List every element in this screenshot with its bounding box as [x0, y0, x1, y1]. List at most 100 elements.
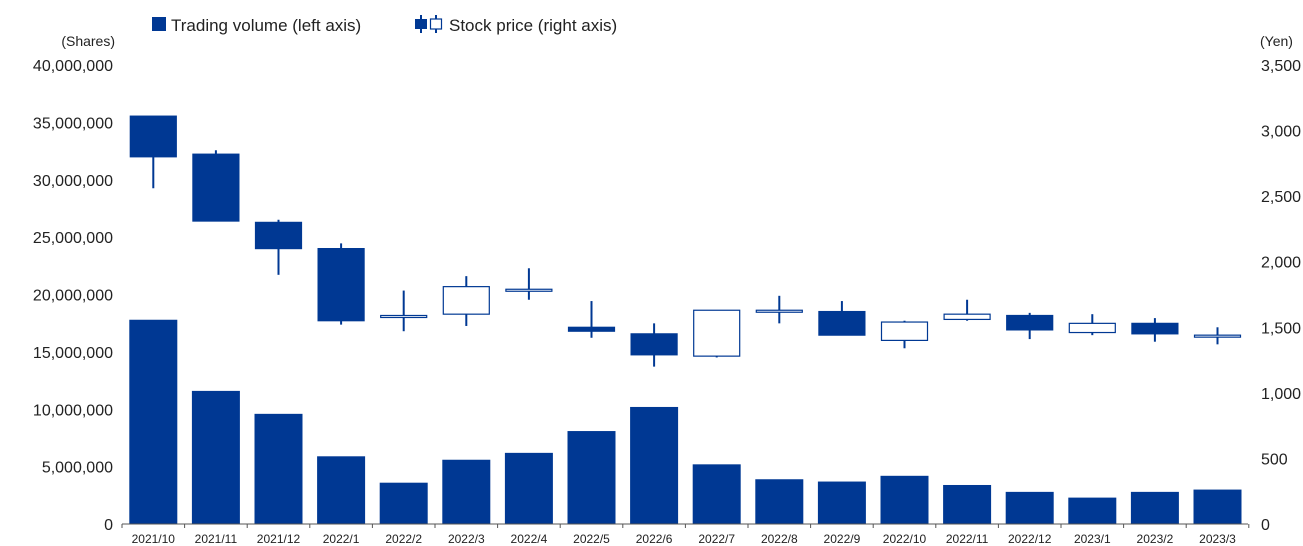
x-axis-tick-label: 2022/5 [573, 532, 610, 546]
x-axis-tick-label: 2022/8 [761, 532, 798, 546]
x-axis-tick-label: 2021/12 [257, 532, 301, 546]
left-axis-tick-label: 30,000,000 [33, 173, 113, 190]
volume-bar [567, 431, 616, 524]
price-candle [1131, 318, 1179, 342]
price-candle [818, 301, 866, 336]
price-candle [129, 115, 177, 189]
volume-bar [504, 452, 553, 524]
x-axis-tick-label: 2022/9 [824, 532, 861, 546]
left-axis-tick-label: 40,000,000 [33, 58, 113, 75]
price-candle [1006, 312, 1054, 340]
left-axis-ticks: 0 5,000,000 10,000,000 15,000,000 20,000,000… [33, 58, 113, 534]
candle-body-up [880, 321, 929, 342]
volume-bar [943, 484, 992, 524]
volume-bar [191, 390, 240, 524]
candle-body-down [192, 153, 240, 222]
x-axis-tick-label: 2022/4 [511, 532, 548, 546]
x-axis-tick-label: 2023/2 [1137, 532, 1174, 546]
volume-bar [379, 482, 428, 524]
candle-body-up [442, 286, 490, 315]
legend-price-label: Stock price (right axis) [449, 16, 617, 35]
left-axis-tick-label: 15,000,000 [33, 345, 113, 362]
candle-body-up [693, 309, 741, 357]
volume-bar [254, 413, 303, 524]
x-axis-tick-label: 2023/3 [1199, 532, 1236, 546]
x-axis-tick-label: 2022/11 [946, 532, 989, 546]
left-axis-tick-label: 10,000,000 [33, 402, 113, 419]
right-axis-tick-label: 3,000 [1261, 124, 1301, 141]
right-axis-unit: (Yen) [1260, 33, 1293, 49]
price-candles [129, 115, 1242, 367]
price-candle [192, 150, 240, 222]
candle-body-down [1131, 322, 1179, 335]
left-axis-tick-label: 25,000,000 [33, 230, 113, 247]
x-axis-tick-label: 2022/3 [448, 532, 485, 546]
candle-body-up [1193, 334, 1242, 338]
left-axis-tick-label: 20,000,000 [33, 288, 113, 305]
x-axis-tick-label: 2023/1 [1074, 532, 1111, 546]
price-candle [317, 243, 365, 325]
price-candle [755, 295, 803, 324]
x-axis-tick-label: 2021/11 [195, 532, 238, 546]
candle-body-down [1006, 314, 1054, 331]
price-candle [442, 276, 490, 326]
volume-bar [442, 459, 491, 524]
price-candle [380, 290, 428, 332]
price-candle [880, 320, 929, 349]
x-axis-tick-label: 2022/2 [385, 532, 422, 546]
x-axis-tick-label: 2022/7 [698, 532, 735, 546]
right-axis-tick-label: 2,000 [1261, 255, 1301, 272]
legend-volume-swatch [152, 17, 166, 31]
right-axis-tick-label: 3,500 [1261, 58, 1301, 75]
volume-bar [317, 456, 366, 524]
right-axis-tick-label: 1,000 [1261, 386, 1301, 403]
volume-bar [129, 319, 178, 524]
volume-bar [1130, 491, 1179, 524]
volume-bar [817, 481, 866, 524]
volume-bar [880, 475, 929, 524]
legend-price-swatch [415, 15, 443, 33]
price-candle [567, 301, 616, 338]
x-axis-tick-label: 2022/6 [636, 532, 673, 546]
volume-bar [1005, 491, 1054, 524]
right-axis-tick-label: 1,500 [1261, 320, 1301, 337]
x-axis-tick-label: 2021/10 [132, 532, 176, 546]
right-axis-tick-label: 500 [1261, 451, 1288, 468]
candle-body-down [317, 248, 365, 322]
candle-body-up [943, 313, 991, 321]
left-axis-tick-label: 5,000,000 [42, 460, 113, 477]
price-candle [693, 309, 741, 358]
volume-bars [129, 319, 1242, 524]
x-axis-tick-label: 2022/10 [883, 532, 927, 546]
x-axis-ticks: 2021/10 2021/11 2021/12 2022/1 2022/2 2022/3 2… [121, 524, 1250, 546]
volume-bar [755, 479, 804, 524]
price-candle [254, 219, 303, 275]
volume-bar [692, 464, 741, 524]
right-axis-tick-label: 2,500 [1261, 189, 1301, 206]
price-candle [943, 299, 991, 321]
right-axis-ticks: 0 500 1,000 1,500 2,000 2,500 3,000 3,500 [1261, 58, 1301, 534]
candle-body-down [818, 310, 866, 336]
volume-bar [1068, 497, 1117, 524]
x-axis-tick-label: 2022/1 [323, 532, 360, 546]
left-axis-tick-label: 0 [104, 517, 113, 534]
volume-bar [630, 406, 679, 524]
left-axis-unit: (Shares) [61, 33, 115, 49]
candle-body-up [1068, 322, 1116, 334]
candle-body-down [129, 115, 177, 158]
right-axis-tick-label: 0 [1261, 517, 1270, 534]
price-candle [630, 323, 678, 367]
price-candle [1193, 327, 1242, 345]
price-candle [1068, 314, 1116, 336]
legend-volume-label: Trading volume (left axis) [171, 16, 361, 35]
candle-body-down [254, 221, 303, 250]
volume-bar [1193, 489, 1242, 524]
candle-body-up [755, 309, 803, 313]
candle-body-up [505, 288, 553, 292]
price-candle [505, 268, 553, 300]
x-axis-tick-label: 2022/12 [1008, 532, 1052, 546]
candle-body-down [567, 326, 616, 332]
left-axis-tick-label: 35,000,000 [33, 115, 113, 132]
candle-body-down [630, 333, 678, 356]
